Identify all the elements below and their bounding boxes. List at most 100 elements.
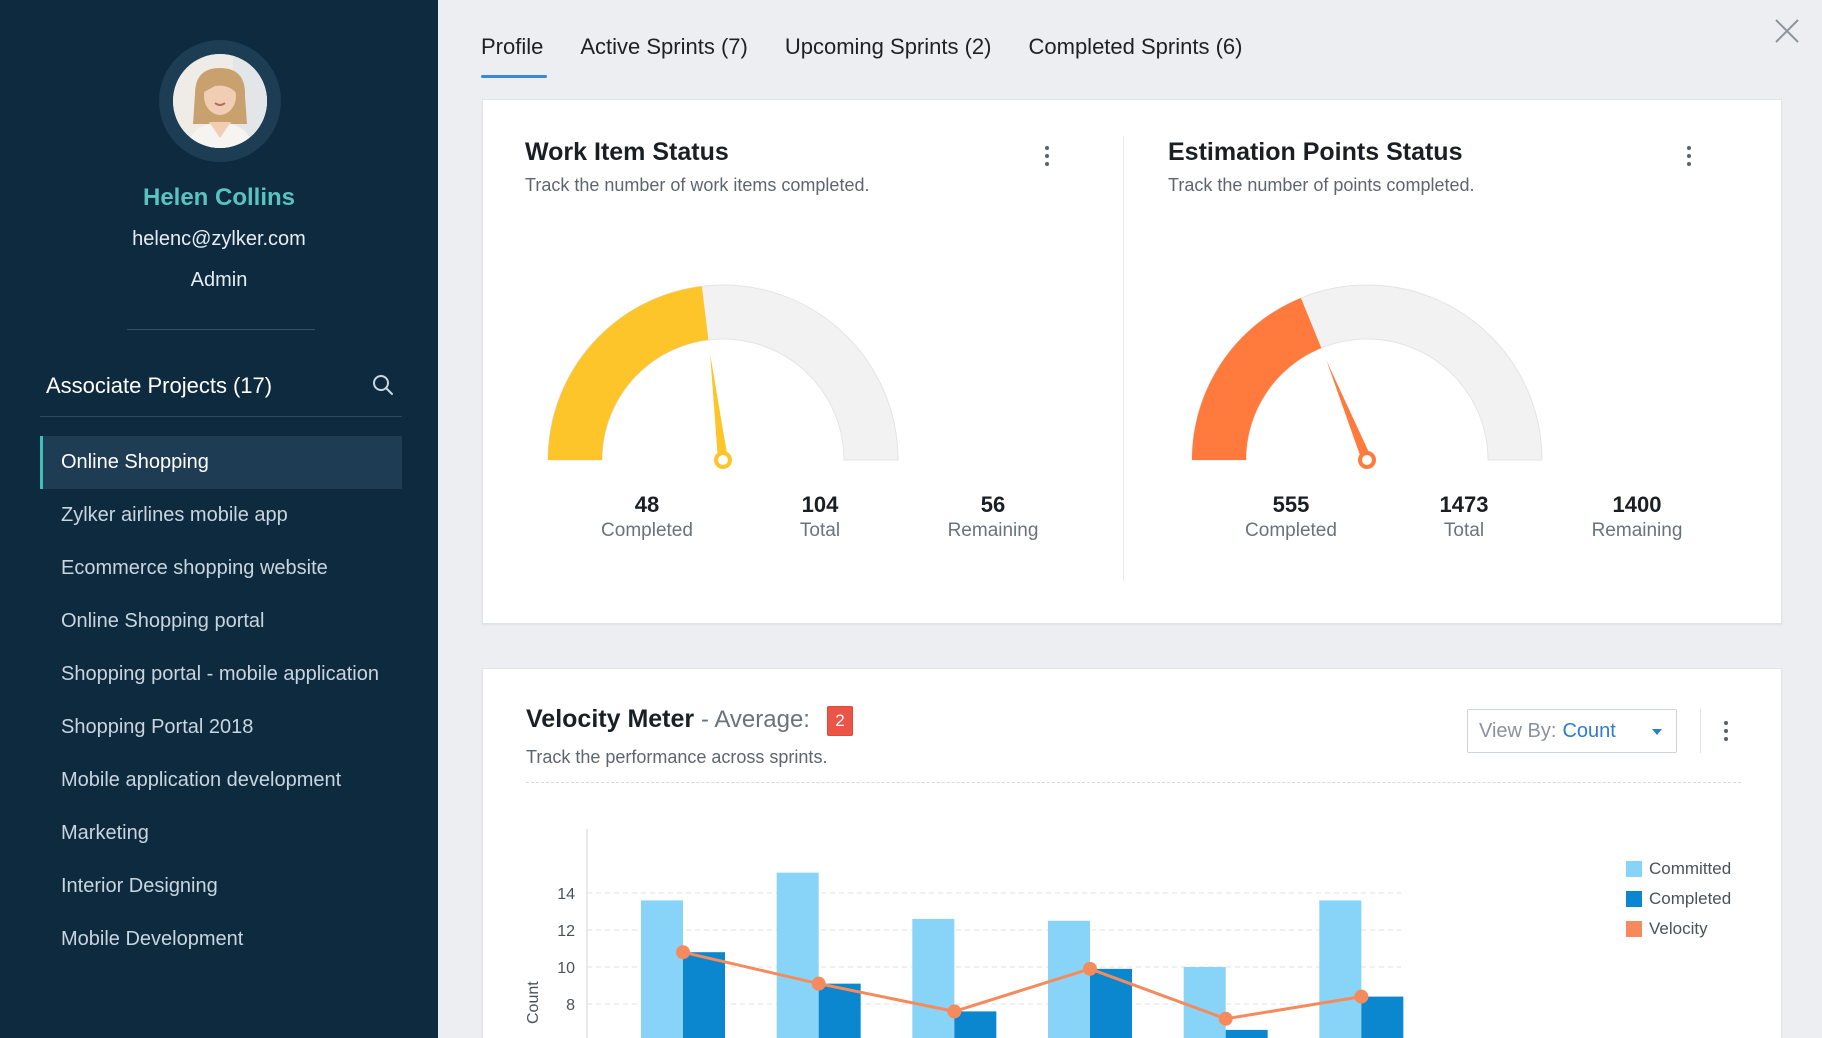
estimation-gauge-fill: [1192, 297, 1322, 460]
y-axis-label: Count: [525, 981, 542, 1024]
estimation-menu-icon[interactable]: [1683, 144, 1695, 168]
avatar-image: [173, 54, 267, 148]
work-item-completed-value: 48: [634, 492, 660, 517]
y-tick-label: 10: [557, 960, 575, 977]
velocity-point[interactable]: [1083, 961, 1097, 976]
project-item[interactable]: Online Shopping: [40, 436, 402, 489]
estimation-points-subtitle: Track the number of points completed.: [1168, 175, 1475, 195]
y-tick-label: 14: [557, 886, 575, 903]
completed-bar[interactable]: [1090, 968, 1132, 1038]
y-tick-label: 8: [566, 997, 575, 1014]
velocity-average-badge: 2: [827, 706, 853, 736]
work-item-gauge-needle: [710, 353, 728, 461]
velocity-subtitle: Track the performance across sprints.: [526, 747, 828, 767]
velocity-chart: 8 10 12 14: [557, 829, 1404, 1038]
legend-swatch: [1626, 921, 1642, 937]
velocity-line: [682, 950, 1362, 1021]
completed-bar[interactable]: [1225, 1029, 1268, 1038]
avatar: [173, 54, 267, 148]
legend-swatch: [1626, 891, 1642, 907]
project-item[interactable]: Zylker airlines mobile app: [61, 504, 288, 526]
profile-tabs: Profile Active Sprints (7) Upcoming Sprint…: [481, 34, 1279, 78]
estimation-completed-stat: 555 Completed: [1211, 492, 1371, 542]
user-email: helenc@zylker.com: [132, 228, 306, 250]
estimation-remaining-stat: 1400 Remaining: [1557, 492, 1717, 542]
search-icon[interactable]: [371, 373, 395, 397]
work-item-total-value: 104: [801, 492, 839, 517]
work-item-total-label: Total: [799, 520, 841, 541]
project-list: Online Shopping Zylker airlines mobile ap…: [40, 436, 402, 966]
estimation-points-title: Estimation Points Status: [1168, 138, 1463, 166]
legend-item[interactable]: Completed: [1626, 884, 1731, 914]
tab-completed-sprints[interactable]: Completed Sprints (6): [1028, 34, 1243, 59]
legend-item[interactable]: Committed: [1626, 854, 1731, 884]
project-item[interactable]: Shopping portal - mobile application: [61, 663, 379, 685]
velocity-divider: [526, 782, 1741, 783]
estimation-completed-label: Completed: [1245, 520, 1337, 541]
view-by-value: Count: [1562, 720, 1616, 742]
velocity-average-label: - Average:: [701, 706, 810, 733]
completed-bar[interactable]: [818, 983, 861, 1038]
tab-active-sprints[interactable]: Active Sprints (7): [580, 34, 748, 59]
estimation-remaining-value: 1400: [1612, 492, 1662, 517]
work-item-status-title: Work Item Status: [525, 138, 729, 166]
work-item-gauge: [547, 284, 899, 469]
legend-label: Velocity: [1649, 919, 1708, 938]
project-item[interactable]: Mobile application development: [61, 769, 342, 791]
completed-bar[interactable]: [683, 952, 725, 1038]
work-item-menu-icon[interactable]: [1041, 144, 1053, 168]
velocity-card: Velocity Meter - Average: 2 Track the pe…: [482, 668, 1782, 1038]
velocity-point[interactable]: [1218, 1011, 1233, 1026]
committed-bar[interactable]: [1319, 900, 1362, 1038]
tab-upcoming-sprints[interactable]: Upcoming Sprints (2): [784, 34, 992, 59]
chart-legend: Committed Completed Velocity: [1626, 854, 1731, 944]
estimation-completed-value: 555: [1272, 492, 1310, 517]
completed-bar[interactable]: [1361, 996, 1404, 1038]
legend-item[interactable]: Velocity: [1626, 914, 1731, 944]
velocity-point[interactable]: [1354, 989, 1369, 1004]
panel-divider: [1123, 136, 1124, 581]
user-name: Helen Collins: [142, 184, 296, 211]
profile-sidebar: Helen Collins helenc@zylker.com Admin As…: [0, 0, 438, 1038]
velocity-point[interactable]: [676, 945, 690, 960]
associate-projects-heading: Associate Projects (17): [46, 373, 272, 399]
estimation-remaining-label: Remaining: [1591, 520, 1683, 541]
project-item[interactable]: Mobile Development: [61, 928, 244, 950]
tab-profile[interactable]: Profile: [481, 34, 548, 78]
work-item-total-stat: 104 Total: [740, 492, 900, 542]
status-card: Work Item Status Track the number of wor…: [482, 99, 1782, 624]
work-item-remaining-stat: 56 Remaining: [913, 492, 1073, 542]
profile-divider: [127, 329, 315, 330]
project-item[interactable]: Shopping Portal 2018: [61, 716, 254, 738]
work-item-remaining-value: 56: [980, 492, 1006, 517]
close-icon[interactable]: [1772, 16, 1802, 46]
committed-bar[interactable]: [1183, 967, 1226, 1038]
legend-swatch: [1626, 861, 1642, 877]
completed-bar[interactable]: [954, 1011, 997, 1038]
committed-bar[interactable]: [776, 872, 819, 1038]
estimation-total-label: Total: [1443, 520, 1485, 541]
project-item[interactable]: Ecommerce shopping website: [61, 557, 328, 579]
work-item-completed-stat: 48 Completed: [567, 492, 727, 542]
legend-label: Completed: [1649, 889, 1732, 908]
work-item-gauge-hub-center: [718, 455, 728, 465]
projects-divider: [40, 416, 402, 417]
estimation-gauge-hub-center: [1362, 455, 1372, 465]
chevron-down-icon: [1652, 729, 1662, 735]
velocity-menu-icon[interactable]: [1720, 719, 1732, 743]
user-role: Admin: [190, 269, 248, 291]
legend-label: Committed: [1649, 859, 1732, 878]
work-item-remaining-label: Remaining: [947, 520, 1039, 541]
committed-bar[interactable]: [912, 918, 955, 1038]
velocity-point[interactable]: [947, 1004, 962, 1019]
project-item[interactable]: Marketing: [61, 822, 149, 844]
y-tick-label: 12: [557, 923, 575, 940]
velocity-point[interactable]: [811, 976, 826, 991]
estimation-points-gauge: [1191, 284, 1543, 469]
view-by-dropdown[interactable]: View By: Count: [1467, 709, 1677, 753]
work-item-gauge-fill: [548, 286, 709, 460]
project-item[interactable]: Online Shopping portal: [61, 610, 265, 632]
velocity-meter-title: Velocity Meter: [526, 705, 695, 733]
project-item[interactable]: Interior Designing: [61, 875, 218, 897]
committed-bar[interactable]: [641, 900, 683, 1038]
